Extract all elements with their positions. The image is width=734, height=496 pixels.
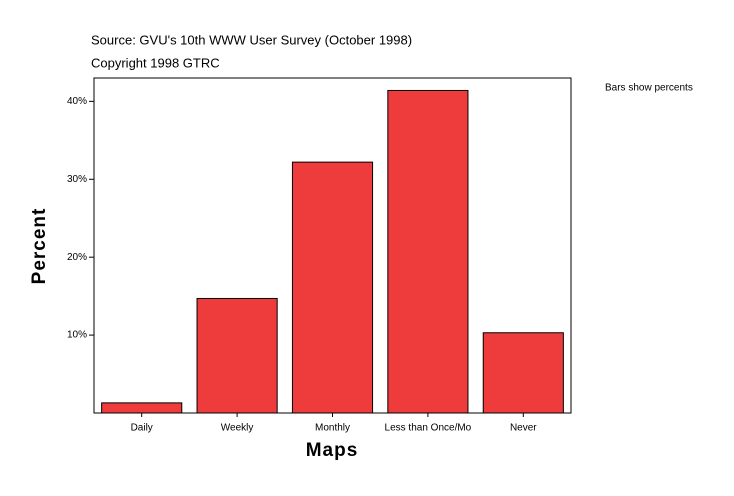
y-tick-label: 10%	[67, 330, 87, 341]
bar	[291, 161, 374, 414]
chart-subtitle: Copyright 1998 GTRC	[91, 55, 220, 70]
x-tick-label: Monthly	[315, 423, 350, 434]
bar	[387, 89, 469, 414]
x-tick-label: Less than Once/Mo	[385, 423, 472, 434]
bar	[196, 297, 278, 414]
x-axis-title: Maps	[306, 440, 359, 461]
chart-title: Source: GVU's 10th WWW User Survey (Octo…	[91, 32, 412, 47]
x-tick-label: Daily	[131, 423, 153, 434]
x-tick-label: Weekly	[221, 423, 254, 434]
y-tick-label: 30%	[67, 174, 87, 185]
y-tick-label: 40%	[67, 96, 87, 107]
bar	[482, 332, 564, 414]
chart-note: Bars show percents	[605, 83, 693, 94]
bar	[101, 402, 183, 414]
y-axis-title: Percent	[29, 208, 50, 285]
y-tick-label: 20%	[67, 252, 87, 263]
x-tick-label: Never	[510, 423, 537, 434]
